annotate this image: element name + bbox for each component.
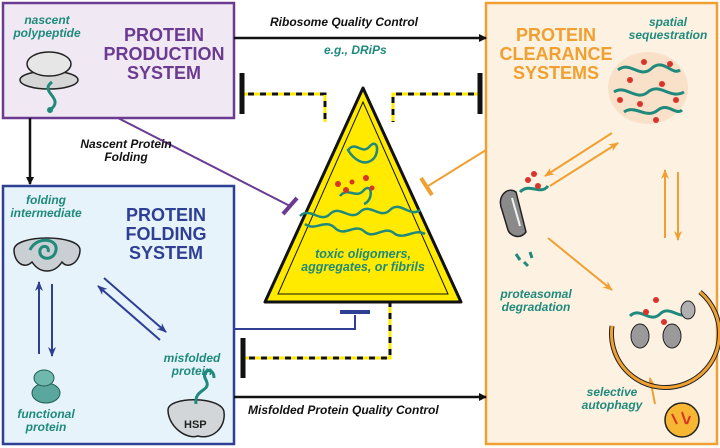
nascent-label-line: nascent [24, 13, 70, 27]
functional-label-line: protein [25, 419, 67, 434]
autophagy-label: selective autophagy [572, 386, 652, 411]
sequestration-label-line: spatial [648, 15, 687, 29]
clearance-inhibition [419, 149, 487, 197]
folding-title-line: PROTEIN [125, 205, 206, 225]
production-title-line: SYSTEM [126, 62, 201, 83]
folding-intermediate-icon [13, 237, 81, 272]
production-title-line: PRODUCTION [103, 43, 225, 64]
proteasomal-label: proteasomal degradation [488, 288, 584, 313]
intermediate-label-line: folding [26, 193, 66, 207]
nascent-polypeptide-label: nascent polypeptide [4, 14, 90, 39]
folding-inhibition [234, 310, 370, 330]
nascent-label-line: polypeptide [13, 25, 81, 40]
proteasomal-label-line: proteasomal [500, 287, 572, 301]
nascent-folding-label: Nascent Protein Folding [56, 138, 196, 163]
hsp-label: HSP [184, 419, 207, 431]
toxic-label-line: aggregates, or fibrils [301, 260, 425, 275]
clearance-title-line: PROTEIN [515, 25, 596, 45]
autophagosome-icon [608, 290, 720, 391]
misfolded-qc-label: Misfolded Protein Quality Control [248, 403, 439, 417]
sequestration-label: spatial sequestration [620, 16, 716, 41]
sequestration-aggregate [608, 52, 688, 124]
clearance-title-line: SYSTEMS [512, 62, 600, 83]
dashed-inhibition-lines [242, 92, 480, 360]
nascent-folding-line: Folding [104, 149, 148, 164]
misfolded-label-line: protein [171, 363, 213, 378]
functional-label-line: functional [17, 407, 75, 421]
folding-title: PROTEIN FOLDING SYSTEM [100, 206, 232, 263]
hsp-icon [167, 369, 225, 438]
sequestration-label-line: sequestration [628, 27, 708, 42]
folding-intermediate-label: folding intermediate [4, 194, 88, 219]
proteasomal-label-line: degradation [501, 299, 571, 314]
folding-title-line: FOLDING [125, 223, 207, 244]
production-title-line: PROTEIN [123, 25, 204, 45]
intermediate-label-line: intermediate [10, 205, 82, 220]
functional-protein-label: functional protein [4, 408, 88, 433]
clearance-title: PROTEIN CLEARANCE SYSTEMS [496, 26, 616, 83]
production-title: PROTEIN PRODUCTION SYSTEM [96, 26, 232, 83]
toxic-triangle [263, 86, 463, 304]
folding-title-line: SYSTEM [128, 242, 203, 263]
autophagy-label-line: selective [586, 385, 638, 399]
toxic-label: toxic oligomers, aggregates, or fibrils [286, 247, 440, 275]
misfolded-protein-label: misfolded protein [152, 352, 232, 377]
clearance-arrows [544, 132, 682, 405]
functional-protein-icon [31, 369, 61, 404]
ribosome-qc-label: Ribosome Quality Control [270, 15, 419, 29]
nascent-folding-line: Nascent Protein [80, 137, 172, 151]
autophagy-label-line: autophagy [581, 397, 643, 412]
misfolded-label-line: misfolded [163, 351, 221, 365]
production-inhibition [117, 117, 299, 216]
folding-arrows [35, 277, 167, 357]
toxic-red-dots [335, 175, 375, 193]
inhibition-bars [239, 73, 483, 378]
proteasome-icon [499, 171, 550, 268]
autophagy-enzyme-icon [664, 402, 700, 438]
clearance-title-line: CLEARANCE [499, 43, 613, 64]
drips-label: e.g., DRiPs [324, 43, 387, 57]
toxic-label-line: toxic oligomers, [315, 247, 411, 261]
ribosome-icon [19, 51, 79, 113]
